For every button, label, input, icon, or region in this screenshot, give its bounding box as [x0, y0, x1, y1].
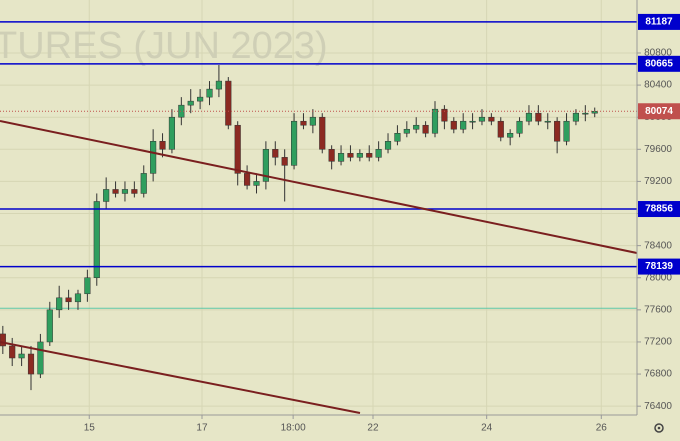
candle-body [319, 116, 326, 150]
y-tick-label: 77600 [644, 304, 672, 315]
candle-body [384, 141, 392, 150]
candle-body [272, 149, 279, 158]
level-label-box [638, 55, 680, 72]
candle-body [535, 112, 542, 122]
x-tick-label: 24 [481, 423, 493, 434]
candle-body [300, 120, 307, 126]
candle-body [140, 173, 147, 194]
candle-body [478, 116, 486, 122]
candle-body [375, 149, 382, 158]
candle-body [103, 189, 110, 202]
candle-body [366, 153, 373, 158]
candle-body [112, 189, 119, 194]
candle-body [234, 124, 241, 174]
candle-body [244, 173, 251, 186]
candle-body [37, 341, 44, 375]
candle-body [469, 120, 476, 123]
candle-body [0, 333, 6, 347]
y-tick-label: 78400 [644, 240, 672, 251]
candle-body [337, 153, 345, 162]
y-tick-label: 79600 [644, 144, 672, 155]
candle-body [347, 153, 354, 158]
candle-body [168, 116, 176, 150]
candle-body [84, 277, 91, 295]
candle-body [253, 181, 260, 186]
candle-body [150, 141, 157, 174]
candle-body [431, 108, 439, 134]
level-label: 78139 [645, 261, 673, 272]
candle-body [554, 120, 561, 142]
y-tick-label: 80800 [644, 48, 672, 59]
candle-body [460, 120, 467, 130]
candle-body [582, 112, 589, 115]
x-tick-label: 15 [84, 423, 96, 434]
candle-body [281, 157, 288, 166]
settings-button[interactable] [654, 423, 664, 433]
candle-body [507, 132, 514, 138]
candle-body [46, 309, 53, 343]
candle-body [563, 120, 570, 142]
plot [0, 21, 637, 391]
candle-body [56, 297, 63, 311]
candle-body [93, 201, 100, 278]
candle-body [206, 88, 213, 98]
candle-body [74, 293, 82, 303]
y-tick-label: 80400 [644, 80, 672, 91]
level-label-box [638, 13, 680, 30]
candle-body [356, 153, 363, 158]
y-tick-label: 76400 [644, 401, 672, 412]
level-label: 80665 [645, 58, 673, 69]
level-label: 80074 [645, 106, 673, 117]
candle-body [394, 132, 401, 142]
trend-line [0, 120, 638, 254]
candle-body [215, 80, 222, 90]
candle-body [441, 108, 448, 122]
x-tick-label: 17 [196, 423, 208, 434]
candle-body [525, 112, 533, 122]
axes: 7640076800772007760078000784007880079200… [84, 13, 680, 434]
y-tick-label: 78000 [644, 272, 672, 283]
level-label: 81187 [645, 17, 673, 28]
candle-body [497, 120, 504, 138]
candle-body [121, 189, 129, 194]
candle-body [422, 124, 429, 134]
candle-body [544, 120, 551, 123]
y-tick-label: 76800 [644, 369, 672, 380]
candle-body [488, 116, 495, 122]
x-tick-label: 22 [367, 423, 379, 434]
level-label: 78856 [645, 204, 673, 215]
candle-body [18, 353, 25, 359]
candle-body [291, 120, 298, 166]
candle-body [197, 96, 204, 102]
candle-body [9, 345, 16, 359]
candle-body [159, 141, 166, 150]
x-tick-label: 18:00 [281, 423, 306, 434]
watermark: TURES (JUN 2023) [0, 25, 328, 67]
candle-body [516, 120, 523, 134]
trend-line [0, 341, 361, 414]
candle-body [27, 353, 35, 375]
candle-body [328, 149, 335, 162]
candle-body [450, 120, 457, 130]
candle-body [262, 149, 269, 182]
level-label-box [638, 103, 680, 120]
candle-body [187, 100, 194, 106]
candle-body [413, 124, 420, 130]
candle-body [225, 80, 232, 126]
candle-body [309, 116, 316, 126]
candle-body [65, 297, 72, 303]
candle-body [131, 189, 138, 194]
y-tick-label: 77200 [644, 337, 672, 348]
level-label-box [638, 258, 680, 275]
x-tick-label: 26 [596, 423, 608, 434]
candle-body [178, 104, 185, 118]
level-label-box [638, 201, 680, 218]
candle-body [403, 128, 410, 134]
y-tick-label: 79200 [644, 176, 672, 187]
candle-body [572, 112, 579, 122]
